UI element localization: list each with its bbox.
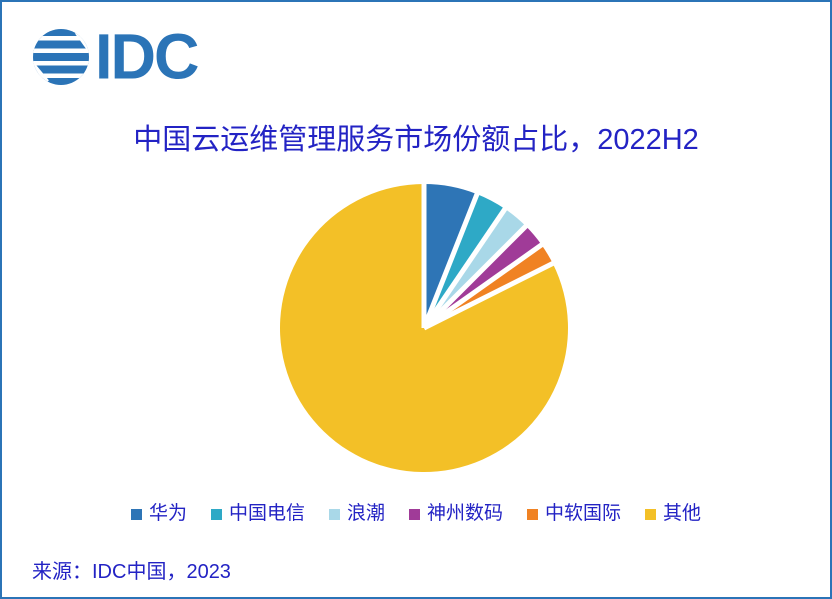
legend-swatch-icon: [130, 508, 142, 520]
slice-separator: [422, 259, 557, 331]
slice-separator: [421, 205, 509, 330]
slice-separator: [421, 190, 481, 329]
chart-title: 中国云运维管理服务市场份额占比，2022H2: [133, 124, 699, 156]
slice-separator: [422, 241, 546, 331]
legend-label: 中软国际: [545, 503, 622, 524]
legend-label: 神州数码: [427, 503, 504, 524]
pie-slice-3: [424, 208, 526, 328]
legend-item: 中国电信: [210, 503, 305, 525]
chart-legend: 华为 中国电信 浪潮 神州数码 中软国际 其他: [2, 503, 830, 525]
pie-chart: [279, 181, 568, 472]
legend-label: 浪潮: [346, 503, 385, 524]
source-note: 来源：IDC中国，2023: [32, 561, 231, 583]
idc-globe-icon: [33, 29, 89, 85]
legend-item: 中软国际: [527, 503, 621, 525]
legend-label: 其他: [663, 503, 702, 524]
legend-item: 其他: [645, 503, 701, 525]
legend-swatch-icon: [645, 508, 657, 520]
legend-label: 中国电信: [228, 503, 305, 524]
idc-logo: IDC: [32, 21, 199, 93]
legend-swatch-icon: [210, 508, 222, 520]
legend-swatch-icon: [328, 508, 340, 520]
legend-swatch-icon: [527, 508, 539, 520]
idc-logo-text: IDC: [95, 21, 199, 93]
legend-label: 华为: [148, 503, 187, 524]
legend-item: 华为: [130, 503, 187, 525]
pie-slice-4: [424, 226, 542, 328]
slice-separator: [422, 222, 530, 330]
legend-item: 神州数码: [409, 503, 503, 525]
legend-swatch-icon: [409, 508, 420, 520]
legend-item: 浪潮: [328, 503, 385, 525]
